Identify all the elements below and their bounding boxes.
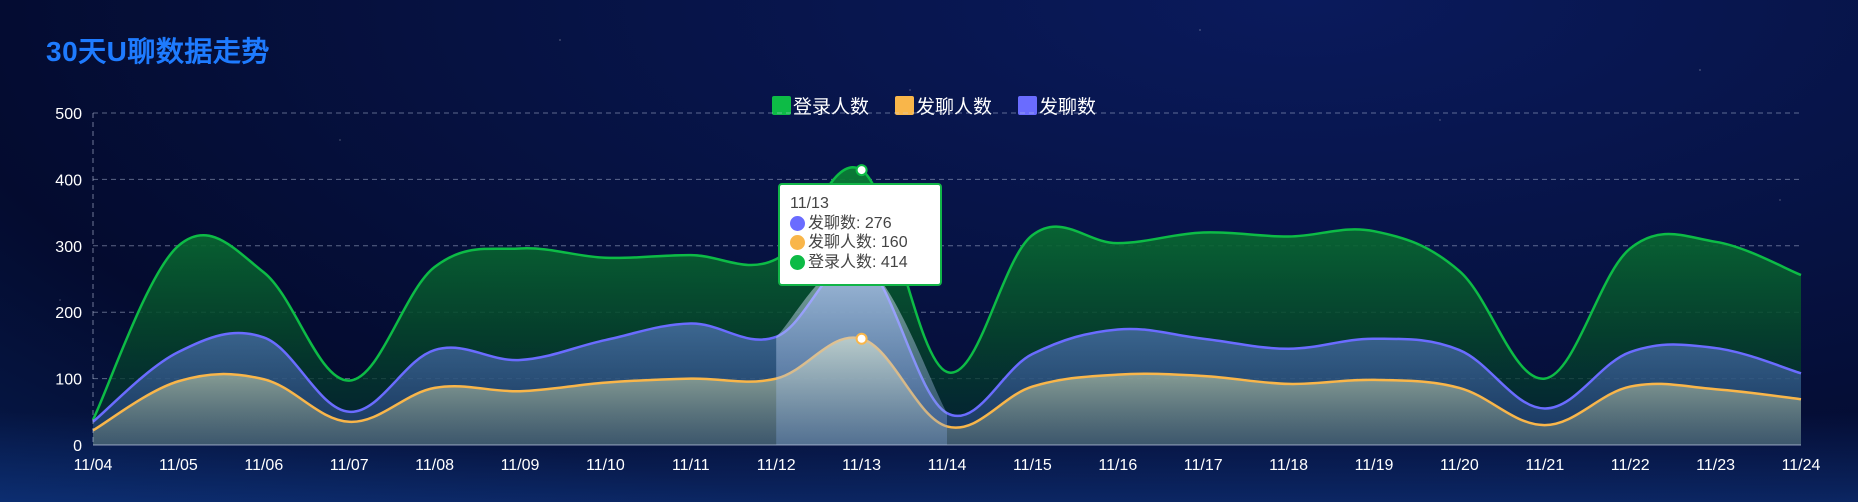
y-tick-label: 100 <box>55 372 82 389</box>
x-tick-label: 11/18 <box>1269 457 1308 474</box>
series-login-area <box>93 167 1801 445</box>
legend-label-chat-count: 发聊数 <box>1039 97 1097 118</box>
y-tick-label: 400 <box>55 172 82 189</box>
x-tick-label: 11/16 <box>1098 457 1137 474</box>
tooltip-row-login: 登录人数: 414 <box>790 253 930 273</box>
x-tick-label: 11/19 <box>1355 457 1394 474</box>
x-tick-label: 11/15 <box>1013 457 1052 474</box>
grid-lines <box>93 112 1801 380</box>
series-chat-users-area <box>93 337 1801 445</box>
legend-swatch-chat-count <box>1018 96 1038 115</box>
chart-legend: 登录人数 发聊人数 发聊数 <box>772 92 1096 119</box>
legend-item-chat-users[interactable]: 发聊人数 <box>895 92 992 119</box>
hover-highlight <box>776 260 947 445</box>
x-tick-label: 11/14 <box>928 457 967 474</box>
legend-label-login: 登录人数 <box>793 97 870 118</box>
x-tick-label: 11/17 <box>1184 457 1223 474</box>
axes: 0 100 200 300 400 500 11/04 11/05 11/06 11/07 11/0… <box>55 106 1820 474</box>
legend-item-chat-count[interactable]: 发聊数 <box>1018 92 1096 119</box>
y-tick-label: 200 <box>55 305 82 322</box>
tooltip-category: 11/13 <box>790 195 829 212</box>
x-tick-label: 11/06 <box>244 457 283 474</box>
x-tick-label: 11/20 <box>1440 457 1479 474</box>
x-tick-label: 11/10 <box>586 457 625 474</box>
tooltip: 11/13 发聊数: 276 发聊人数: 160 登录人数: 414 <box>778 183 942 286</box>
y-tick-label: 0 <box>73 438 82 455</box>
y-tick-label: 500 <box>55 106 82 123</box>
tooltip-row-chat-users: 发聊人数: 160 <box>790 233 930 253</box>
hover-point-1 <box>855 332 868 345</box>
legend-label-chat-users: 发聊人数 <box>916 97 993 118</box>
hover-point-0 <box>855 164 868 177</box>
x-tick-label: 11/12 <box>757 457 796 474</box>
x-tick-label: 11/05 <box>159 457 198 474</box>
series-areas <box>91 164 1802 445</box>
series-login-line <box>91 166 1802 421</box>
tooltip-dot-icon <box>790 235 805 251</box>
legend-item-login[interactable]: 登录人数 <box>772 92 869 119</box>
tooltip-row-chat-count: 发聊数: 276 <box>790 214 930 234</box>
x-tick-label: 11/07 <box>330 457 369 474</box>
x-tick-label: 11/11 <box>672 457 710 474</box>
y-tick-label: 300 <box>55 239 82 256</box>
tooltip-dot-icon <box>790 215 805 231</box>
x-tick-label: 11/23 <box>1696 457 1735 474</box>
tooltip-dot-icon <box>790 254 805 270</box>
tooltip-value-chat-users: 发聊人数: 160 <box>808 234 908 251</box>
x-tick-label: 11/08 <box>415 457 454 474</box>
x-tick-label: 11/22 <box>1611 457 1650 474</box>
legend-swatch-login <box>772 96 791 115</box>
x-tick-label: 11/13 <box>842 457 881 474</box>
chart-title: 30天U聊数据走势 <box>46 36 270 67</box>
x-tick-label: 11/21 <box>1525 457 1564 474</box>
legend-swatch-chat-users <box>895 96 915 115</box>
tooltip-value-chat-count: 发聊数: 276 <box>808 214 892 232</box>
x-tick-label: 11/04 <box>74 457 113 474</box>
x-tick-label: 11/24 <box>1782 457 1821 474</box>
x-tick-label: 11/09 <box>501 457 540 474</box>
tooltip-value-login: 登录人数: 414 <box>808 253 908 271</box>
